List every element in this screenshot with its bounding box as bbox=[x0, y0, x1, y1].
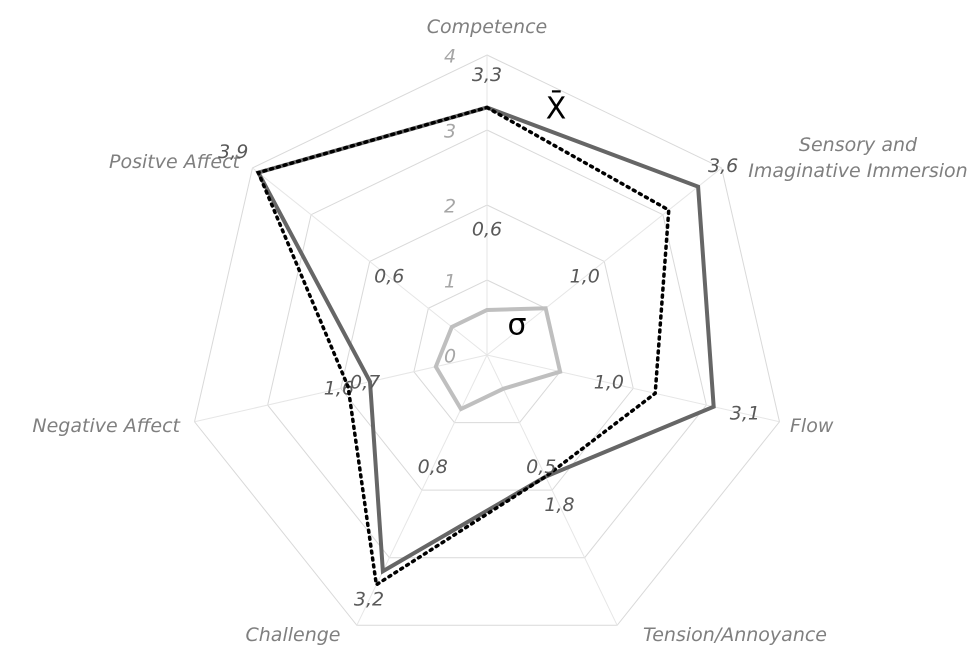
grid-ring bbox=[193, 54, 781, 626]
axis-spoke bbox=[194, 354, 488, 423]
axis-spoke bbox=[252, 167, 488, 356]
series-line bbox=[433, 306, 563, 412]
tick-label: 3 bbox=[444, 121, 456, 143]
value-label: 1,0 bbox=[594, 371, 624, 393]
value-label: 0,7 bbox=[350, 371, 380, 393]
value-label: 0,8 bbox=[418, 456, 448, 478]
value-label: 3,9 bbox=[218, 141, 248, 163]
category-label: Sensory and Imaginative Immersion bbox=[748, 134, 967, 182]
tick-label: 4 bbox=[444, 46, 456, 68]
tick-label: 0 bbox=[444, 346, 456, 368]
tick-label: 1 bbox=[444, 271, 456, 293]
category-label: Tension/Annoyance bbox=[643, 624, 827, 646]
value-label: 1,8 bbox=[544, 494, 574, 516]
value-label: 0,6 bbox=[472, 219, 502, 241]
grid-ring bbox=[340, 204, 634, 491]
value-label: 3,3 bbox=[472, 64, 502, 86]
axis-spoke bbox=[486, 167, 722, 356]
series-name: σ bbox=[507, 308, 526, 343]
category-label: Competence bbox=[427, 16, 547, 38]
axis-spoke bbox=[356, 354, 488, 626]
category-label: Challenge bbox=[246, 624, 341, 646]
axis-spoke bbox=[486, 354, 780, 423]
category-label: Flow bbox=[790, 415, 834, 437]
category-label: Positve Affect bbox=[109, 151, 242, 173]
series-name: X̄ bbox=[546, 90, 567, 126]
value-label: 1,6 bbox=[324, 377, 354, 399]
series-line bbox=[255, 105, 671, 588]
value-label: 1,0 bbox=[570, 266, 600, 288]
value-label: 3,1 bbox=[730, 402, 760, 424]
value-label: 0,6 bbox=[374, 266, 404, 288]
value-label: 3,2 bbox=[354, 589, 384, 611]
category-label: Negative Affect bbox=[32, 415, 181, 437]
value-label: 3,6 bbox=[708, 155, 738, 177]
tick-label: 2 bbox=[444, 196, 456, 218]
axis-spoke bbox=[486, 354, 618, 626]
grid-ring bbox=[267, 129, 707, 559]
series-line bbox=[255, 105, 716, 575]
value-label: 0,5 bbox=[526, 456, 556, 478]
